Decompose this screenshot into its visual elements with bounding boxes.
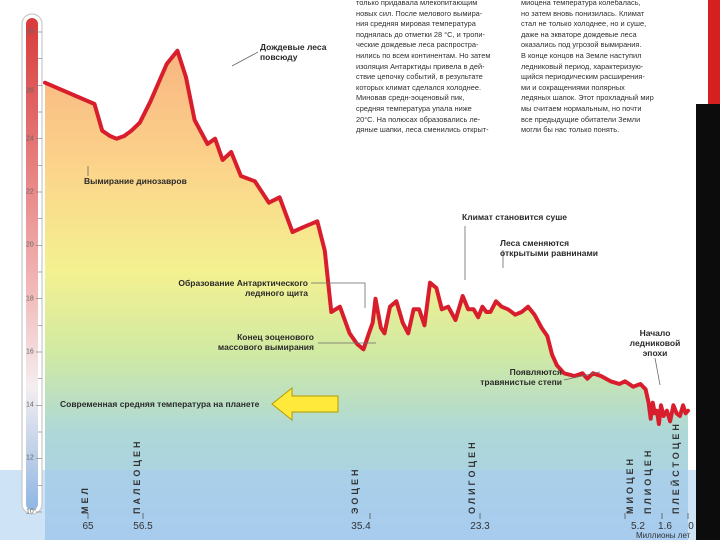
- y-tick-label: 18: [26, 295, 34, 303]
- era-label: ЭОЦЕН: [350, 466, 360, 514]
- annotation-modern-average: Современная средняя температура на плане…: [60, 399, 260, 409]
- annotation-plains: Леса сменяются открытыми равнинами: [500, 238, 599, 258]
- x-tick-label: 0: [688, 521, 694, 532]
- text-column-right: миоцена температура колебалась, но затем…: [521, 0, 654, 135]
- leader-lines: [87, 51, 661, 386]
- temperature-line: [43, 48, 690, 426]
- era-label: МЕЛ: [80, 485, 90, 514]
- era-label: ПАЛЕОЦЕН: [132, 438, 142, 514]
- era-label: ОЛИГОЦЕН: [467, 439, 477, 514]
- x-tick-label: 65: [82, 521, 94, 532]
- y-tick-label: 20: [26, 241, 34, 249]
- black-side-bar: [696, 104, 720, 540]
- annotation-grass: Появляются травянистые степи: [480, 367, 562, 387]
- y-tick-label: 26: [26, 87, 34, 95]
- x-tick-marks: [87, 513, 689, 519]
- base-band: [0, 470, 700, 540]
- annotation-eocene-end: Конец эоценового массового вымирания: [217, 332, 314, 352]
- annotation-ice-age: Начало ледниковой эпохи: [629, 328, 681, 358]
- y-tick-label: 10°: [26, 508, 37, 516]
- x-axis-unit: Миллионы лет: [636, 531, 691, 540]
- annotation-drier: Климат становится суше: [462, 212, 568, 222]
- x-tick-label: 1.6: [658, 521, 672, 532]
- annotation-antarctic: Образование Антарктического ледяного щита: [178, 278, 308, 298]
- x-tick-label: 35.4: [351, 521, 371, 532]
- era-label: МИОЦЕН: [625, 455, 635, 514]
- era-label: ПЛИОЦЕН: [643, 447, 653, 514]
- x-tick-label: 56.5: [133, 521, 153, 532]
- x-tick-label: 23.3: [470, 521, 490, 532]
- red-side-bar: [708, 0, 720, 104]
- x-tick-label: 5.2: [631, 521, 645, 532]
- y-tick-label: 16: [26, 348, 34, 356]
- y-tick-label: 12: [26, 454, 34, 462]
- thermometer: [21, 13, 43, 515]
- y-tick-label: 24: [26, 135, 34, 143]
- modern-average-arrow-icon: [271, 386, 339, 422]
- y-tick-label: 28: [26, 28, 34, 36]
- annotation-dinosaurs: Вымирание динозавров: [84, 176, 187, 186]
- y-tick-label: 14: [26, 401, 34, 409]
- annotation-rainforests: Дождевые леса повсюду: [260, 42, 327, 62]
- text-column-left: только придавала млекопитающим новых сил…: [356, 0, 491, 135]
- era-label: ПЛЕЙСТОЦЕН: [671, 421, 681, 514]
- y-tick-label: 22: [26, 188, 34, 196]
